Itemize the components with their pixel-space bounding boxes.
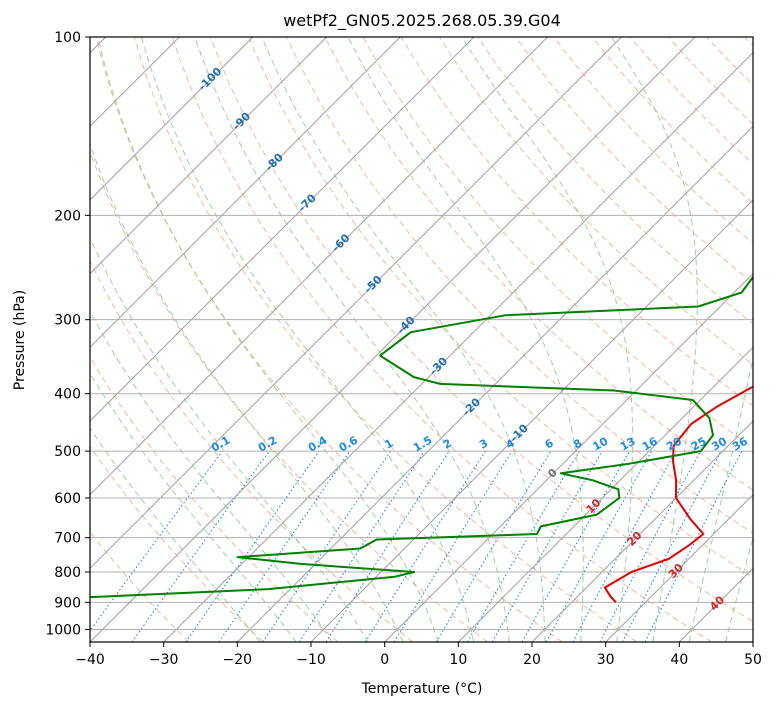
x-axis-title: Temperature (°C) xyxy=(361,681,483,697)
dry-adiabat-line xyxy=(90,356,339,642)
dry-adiabat-line xyxy=(210,37,753,623)
dry-adiabat-line xyxy=(90,445,264,642)
isotherm-line xyxy=(90,37,328,275)
mixing-ratio-line xyxy=(298,450,425,642)
y-tick-label: 800 xyxy=(54,565,81,581)
moist-adiabat-line xyxy=(461,37,634,642)
x-tick-label: 20 xyxy=(523,652,541,668)
isotherm-line xyxy=(90,37,622,570)
dry-adiabat-line xyxy=(248,37,753,578)
moist-adiabat-line xyxy=(688,355,753,642)
mixing-ratio-line xyxy=(644,450,743,642)
mixing-ratio-line xyxy=(521,450,630,642)
mixing-ratio-line xyxy=(90,450,223,632)
moist-adiabat-line xyxy=(725,536,753,642)
dry-adiabat-line xyxy=(324,37,753,491)
y-tick-label: 1000 xyxy=(45,622,81,638)
x-tick-label: −20 xyxy=(223,652,253,668)
y-tick-label: 700 xyxy=(54,531,81,547)
isotherm-line xyxy=(384,272,753,642)
isotherm-line xyxy=(605,493,753,642)
y-tick-label: 100 xyxy=(54,30,81,46)
isotherm-line xyxy=(531,420,753,642)
moist-adiabat-line xyxy=(140,37,475,642)
moist-adiabat-line xyxy=(90,236,369,642)
mixing-ratio-line xyxy=(393,450,513,642)
x-tick-label: −10 xyxy=(296,652,326,668)
x-tick-label: 40 xyxy=(670,652,688,668)
x-tick-label: 50 xyxy=(744,652,762,668)
y-tick-label: 600 xyxy=(54,491,81,507)
isotherm-line xyxy=(90,37,401,349)
isotherm-line xyxy=(90,37,549,496)
moist-adiabat-line xyxy=(194,37,510,642)
x-tick-label: 30 xyxy=(597,652,615,668)
mixing-ratio-line xyxy=(131,450,270,642)
x-tick-label: −30 xyxy=(149,652,179,668)
isotherms xyxy=(90,37,753,642)
y-tick-label: 900 xyxy=(54,595,81,611)
moist-adiabat-line xyxy=(90,310,333,642)
dry-adiabat-line xyxy=(133,37,638,642)
isotherm-line xyxy=(90,37,696,642)
y-axis-ticks: 100 200 300 400 500 600 700 800 900 1000 xyxy=(45,30,90,638)
y-axis-title: Pressure (hPa) xyxy=(12,290,28,390)
isotherm-line xyxy=(163,51,753,642)
mixing-ratio-line xyxy=(262,450,392,642)
mixing-ratio-line xyxy=(572,450,677,642)
isotherm-line xyxy=(457,346,753,642)
x-tick-label: 0 xyxy=(380,652,389,668)
mixing-ratio-line xyxy=(545,450,653,642)
temperature-profile-line xyxy=(603,385,753,603)
moist-adiabat-line xyxy=(261,37,546,642)
sounding-series xyxy=(90,275,753,603)
y-tick-label: 300 xyxy=(54,313,81,329)
dry-adiabat-line xyxy=(286,37,753,534)
mixing-ratio-lines xyxy=(90,450,743,642)
moist-adiabat-line xyxy=(610,37,698,642)
moist-adiabat-line xyxy=(90,427,261,642)
moist-adiabat-line xyxy=(97,37,439,642)
isotherm-line xyxy=(310,199,753,642)
mixing-ratio-line xyxy=(185,450,320,642)
chart-title: wetPf2_GN05.2025.268.05.39.G04 xyxy=(283,11,561,31)
plot-area: 0.1 0.2 0.4 0.6 1 1.5 2 3 4 6 8 10 13 16 20 25 30 36-100-… xyxy=(90,37,753,642)
dry-adiabat-line xyxy=(90,259,414,642)
dry-adiabat-line xyxy=(171,37,712,642)
mixing-ratio-line xyxy=(325,450,450,642)
plot-frame xyxy=(89,36,754,643)
isotherm-line xyxy=(90,37,475,422)
isotherm-line xyxy=(90,37,254,201)
x-tick-label: 10 xyxy=(449,652,467,668)
y-tick-label: 500 xyxy=(54,444,81,460)
y-tick-label: 400 xyxy=(54,387,81,403)
isotherm-line xyxy=(236,125,753,642)
x-axis-ticks: −40 −30 −20 −10 0 10 20 30 40 50 xyxy=(75,642,762,668)
moist-adiabat-line xyxy=(90,372,297,642)
dewpoint-profile-line xyxy=(90,275,753,599)
mixing-ratio-line xyxy=(218,450,351,642)
x-tick-label: −40 xyxy=(75,652,105,668)
y-tick-label: 200 xyxy=(54,208,81,224)
